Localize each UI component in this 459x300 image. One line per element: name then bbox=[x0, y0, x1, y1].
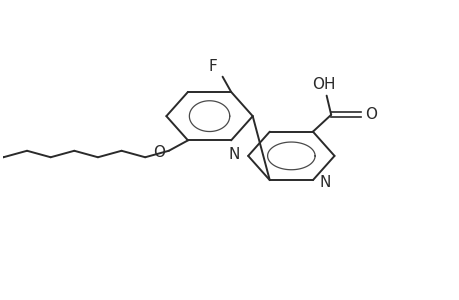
Text: OH: OH bbox=[312, 77, 336, 92]
Text: N: N bbox=[228, 147, 240, 162]
Text: N: N bbox=[319, 175, 330, 190]
Text: F: F bbox=[208, 59, 217, 74]
Text: O: O bbox=[364, 107, 376, 122]
Text: O: O bbox=[153, 145, 165, 160]
